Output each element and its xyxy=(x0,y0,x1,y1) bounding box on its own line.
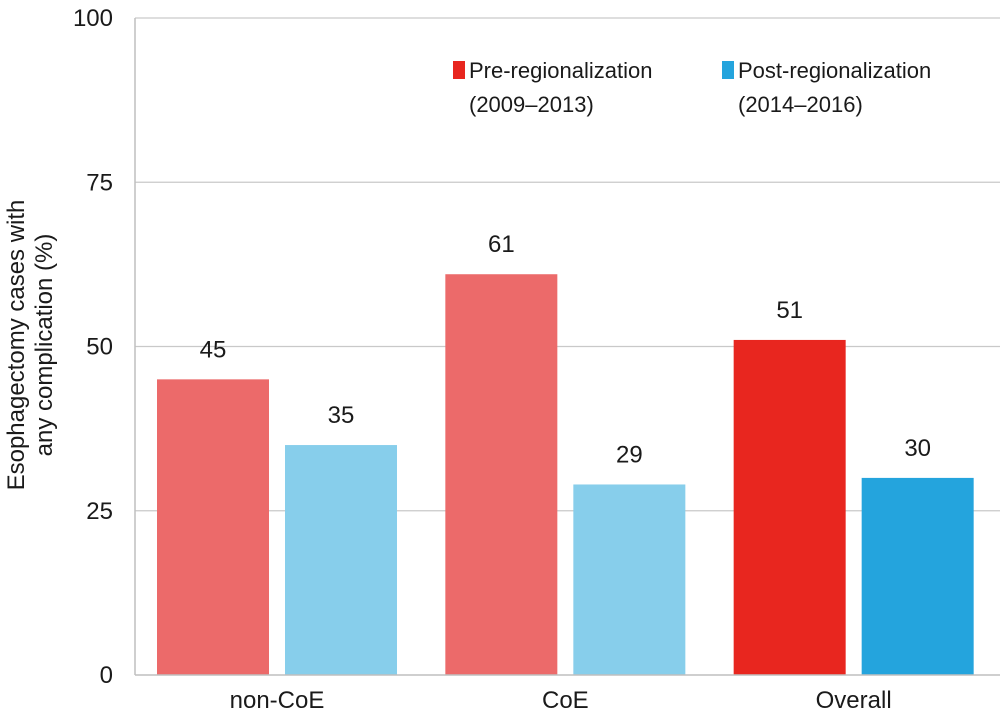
legend-label-post-years: (2014–2016) xyxy=(738,92,863,117)
data-labels: 45 35 61 29 51 30 xyxy=(200,231,931,468)
bars xyxy=(157,274,974,675)
legend-label-pre: Pre-regionalization xyxy=(469,58,652,83)
data-label: 51 xyxy=(776,297,803,324)
y-axis-title: Esophagectomy cases with any complicatio… xyxy=(3,200,58,491)
bar xyxy=(157,379,269,675)
x-tick-labels: non-CoE CoE Overall xyxy=(230,687,892,712)
x-tick-label: Overall xyxy=(816,687,892,712)
y-tick-label: 100 xyxy=(73,5,113,32)
x-tick-label: CoE xyxy=(542,687,589,712)
data-label: 45 xyxy=(200,336,227,363)
y-tick-label: 50 xyxy=(86,334,113,361)
legend-swatch-pre xyxy=(453,61,465,79)
data-label: 30 xyxy=(904,435,931,462)
data-label: 61 xyxy=(488,231,515,258)
y-tick-label: 0 xyxy=(100,662,113,689)
legend: Pre-regionalization (2009–2013) Post-reg… xyxy=(453,58,931,117)
bar xyxy=(861,477,974,675)
bar xyxy=(733,339,846,675)
data-label: 29 xyxy=(616,441,643,468)
axes xyxy=(134,18,1000,676)
y-tick-labels: 0 25 50 75 100 xyxy=(73,5,113,689)
y-axis-title-line1: Esophagectomy cases with xyxy=(3,200,30,491)
x-tick-label: non-CoE xyxy=(230,687,325,712)
legend-label-pre-years: (2009–2013) xyxy=(469,92,594,117)
bar xyxy=(285,445,397,675)
bar xyxy=(445,274,558,675)
gridlines xyxy=(135,17,1000,512)
y-tick-label: 75 xyxy=(86,169,113,196)
data-label: 35 xyxy=(328,402,355,429)
legend-swatch-post xyxy=(722,61,734,79)
y-tick-label: 25 xyxy=(86,498,113,525)
bar xyxy=(573,484,686,675)
y-axis-title-line2: any complication (%) xyxy=(31,234,58,457)
legend-label-post: Post-regionalization xyxy=(738,58,931,83)
